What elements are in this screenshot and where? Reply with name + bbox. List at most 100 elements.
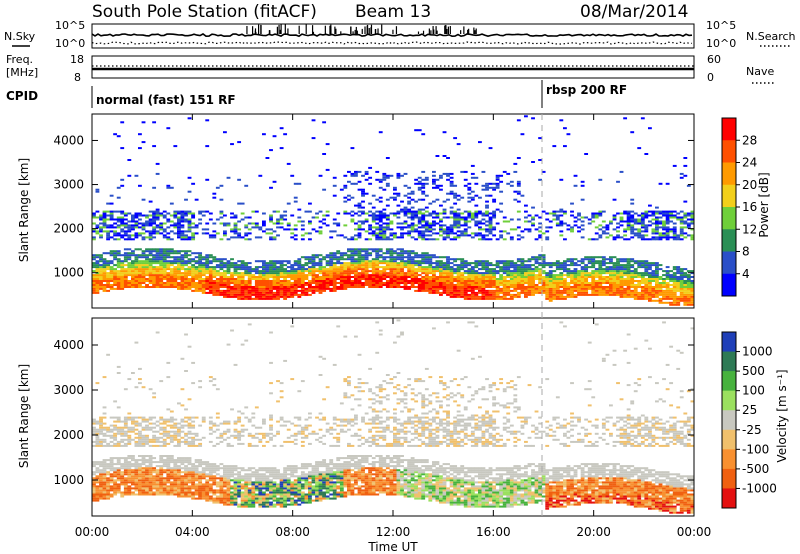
heatmap-cell: [141, 224, 146, 227]
heatmap-cell: [552, 278, 557, 280]
heatmap-cell: [173, 276, 178, 278]
heatmap-cell: [350, 254, 355, 257]
heatmap-cell: [570, 210, 574, 213]
heatmap-cell: [679, 228, 684, 231]
heatmap-cell: [626, 262, 631, 265]
heatmap-cell: [332, 218, 337, 221]
heatmap-cell: [212, 266, 217, 269]
heatmap-cell: [187, 266, 192, 269]
heatmap-cell: [407, 226, 412, 229]
heatmap-cell: [534, 286, 539, 288]
heatmap-cell: [499, 295, 504, 298]
heatmap-cell: [205, 260, 210, 263]
heatmap-cell: [531, 272, 535, 275]
heatmap-cell: [269, 276, 273, 278]
heatmap-cell: [141, 228, 146, 231]
heatmap-cell: [580, 286, 585, 288]
heatmap-cell: [251, 291, 256, 294]
heatmap-cell: [325, 286, 330, 288]
heatmap-cell: [407, 230, 412, 233]
heatmap-cell: [106, 487, 111, 490]
heatmap-cell: [311, 274, 316, 277]
heatmap-cell: [269, 214, 273, 217]
heatmap-cell: [371, 278, 376, 280]
heatmap-cell: [421, 262, 426, 265]
heatmap-cell: [573, 293, 578, 296]
heatmap-cell: [102, 272, 107, 275]
heatmap-cell: [460, 224, 465, 227]
heatmap-cell: [524, 272, 528, 275]
heatmap-cell: [127, 220, 132, 223]
heatmap-cell: [120, 286, 125, 288]
heatmap-cell: [601, 210, 606, 213]
heatmap-cell: [240, 286, 245, 288]
heatmap-cell: [485, 238, 489, 241]
heatmap-cell: [354, 280, 358, 282]
heatmap-cell: [233, 287, 238, 290]
heatmap-cell: [141, 214, 146, 217]
heatmap-cell: [439, 204, 443, 207]
heatmap-cell: [361, 264, 365, 267]
heatmap-cell: [584, 258, 589, 261]
heatmap-cell: [470, 278, 475, 280]
heatmap-cell: [180, 230, 185, 233]
heatmap-cell: [527, 220, 532, 223]
heatmap-cell: [102, 226, 107, 229]
heatmap-cell: [410, 228, 415, 231]
heatmap-cell: [95, 190, 100, 193]
heatmap-cell: [573, 184, 578, 187]
heatmap-cell: [201, 262, 206, 265]
heatmap-cell: [311, 270, 316, 273]
heatmap-cell: [534, 274, 539, 277]
heatmap-cell: [265, 284, 270, 286]
heatmap-cell: [442, 274, 447, 277]
heatmap-cell: [123, 416, 128, 419]
heatmap-cell: [485, 278, 489, 280]
heatmap-cell: [552, 297, 557, 300]
heatmap-cell: [686, 297, 691, 300]
heatmap-cell: [527, 258, 532, 261]
heatmap-cell: [626, 274, 631, 277]
heatmap-cell: [159, 256, 164, 259]
freq-tick-bottom: 8: [74, 71, 81, 84]
heatmap-cell: [584, 278, 589, 280]
heatmap-cell: [633, 268, 638, 271]
heatmap-cell: [499, 282, 504, 284]
heatmap-cell: [116, 440, 121, 443]
heatmap-cell: [509, 278, 514, 280]
heatmap-cell: [655, 291, 659, 294]
heatmap-cell: [393, 234, 397, 237]
heatmap-cell: [414, 252, 419, 255]
heatmap-cell: [311, 216, 316, 219]
heatmap-cell: [559, 291, 564, 294]
heatmap-cell: [570, 280, 574, 282]
heatmap-cell: [587, 274, 592, 277]
heatmap-cell: [609, 262, 613, 265]
heatmap-cell: [594, 216, 599, 219]
heatmap-cell: [177, 236, 181, 239]
heatmap-cell: [152, 282, 157, 284]
heatmap-cell: [630, 210, 635, 213]
heatmap-cell: [283, 291, 288, 294]
heatmap-cell: [488, 228, 493, 231]
heatmap-cell: [456, 230, 461, 233]
heatmap-cell: [683, 284, 688, 286]
heatmap-cell: [573, 268, 578, 271]
heatmap-cell: [120, 457, 125, 460]
heatmap-cell: [432, 284, 436, 286]
heatmap-cell: [184, 286, 188, 288]
heatmap-cell: [219, 276, 224, 278]
heatmap-cell: [421, 270, 426, 273]
heatmap-cell: [665, 236, 670, 239]
heatmap-cell: [332, 266, 337, 269]
heatmap-cell: [407, 254, 412, 257]
heatmap-cell: [173, 286, 178, 288]
heatmap-cell: [665, 266, 670, 269]
heatmap-cell: [630, 236, 635, 239]
heatmap-cell: [95, 469, 100, 472]
heatmap-cell: [545, 293, 550, 296]
heatmap-cell: [456, 289, 461, 292]
heatmap-cell: [116, 430, 121, 433]
heatmap-cell: [552, 284, 557, 286]
heatmap-cell: [400, 254, 404, 257]
